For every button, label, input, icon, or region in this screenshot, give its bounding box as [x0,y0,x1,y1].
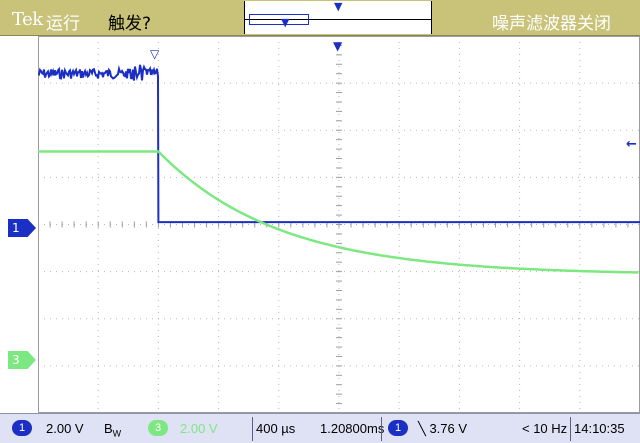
trigger-frequency: < 10 Hz [522,421,568,436]
readout-divider [252,417,253,441]
noise-filter-status: 噪声滤波器关闭 [492,14,611,34]
brand-logo: Tek [12,9,43,30]
timeline-rail [245,19,431,20]
ch1-volts-per-div: 2.00 V [46,421,84,436]
ch3-volts-per-div: 2.00 V [180,421,218,436]
ch3-badge[interactable]: 3 [148,420,168,436]
readout-bar: 1 2.00 V BW 3 2.00 V 400 µs 1.20800ms 1 … [0,413,640,443]
waveform-display [38,36,640,413]
clock: 14:10:35 [574,421,625,436]
graticule [38,36,640,413]
bw-label: B [104,421,113,436]
ch1-badge[interactable]: 1 [12,420,32,436]
ch1-bandwidth-limit: BW [104,422,121,441]
timeline-trigger-icon: ▼ [281,16,290,29]
ch1-ground-marker[interactable]: 1 [8,219,36,237]
delay-marker-icon[interactable]: ▼ [333,39,343,53]
readout-divider [381,417,382,441]
trigger-level-arrow-icon[interactable]: ← [626,137,637,152]
acquisition-state: 运行 [46,14,80,34]
timeline-window [249,14,309,25]
bw-sub: W [112,428,122,439]
record-timeline: ▼ ▼ [244,1,432,34]
timeline-delay-icon: ▼ [334,0,343,13]
ch3-ground-marker[interactable]: 3 [8,351,36,369]
trigger-level: ╲ 3.76 V [418,421,468,436]
ch1-waveform [38,64,640,224]
status-bar: Tek 运行 触发? ▼ ▼ 噪声滤波器关闭 [0,0,640,36]
horizontal-scale: 400 µs [256,421,296,436]
horizontal-delay: 1.20800ms [320,421,385,436]
trigger-source-badge[interactable]: 1 [388,420,408,436]
trigger-position-icon[interactable]: ▽ [150,47,160,61]
trigger-status: 触发? [108,14,152,34]
readout-divider [570,417,571,441]
ch3-waveform [38,150,639,274]
